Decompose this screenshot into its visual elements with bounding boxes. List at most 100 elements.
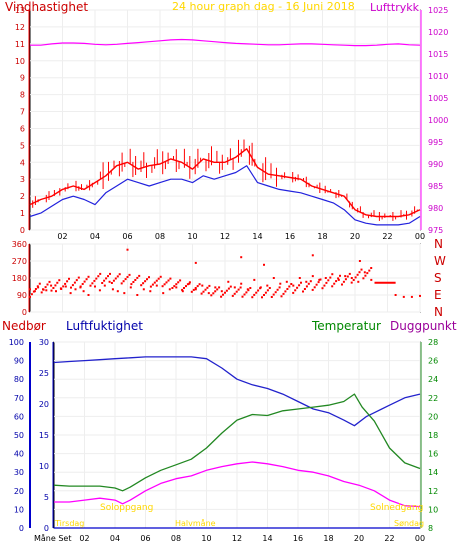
panel2-point — [305, 285, 308, 288]
bottom-label-mid: Halvmåne — [175, 518, 216, 528]
panel3-humidity-tick-label: 0 — [19, 524, 24, 533]
panel3-series-luftfuktighet — [53, 356, 421, 427]
panel2-point — [194, 288, 197, 291]
panel2-point — [357, 280, 360, 283]
panel2-point — [370, 278, 373, 281]
panel3-temp-tick-label: 8 — [428, 524, 433, 533]
panel2-point — [331, 285, 334, 288]
panel2-point — [227, 287, 230, 290]
panel2-point — [225, 289, 228, 292]
panel2-point — [350, 277, 353, 279]
panel2-point — [183, 287, 185, 289]
panel2-point — [146, 278, 148, 281]
panel1-series-pressure — [30, 38, 421, 47]
panel1-left-tick-label: 9 — [20, 74, 25, 83]
panel2-point — [186, 283, 189, 286]
panel2-point — [257, 289, 260, 292]
panel2-point — [126, 248, 129, 251]
panel2-point — [48, 280, 51, 283]
panel1-left-tick-label: 0 — [20, 226, 25, 235]
panel2-point — [305, 280, 308, 283]
panel2-point — [89, 284, 92, 287]
panel2-point — [331, 273, 334, 276]
panel3-x-tick-label: 20 — [354, 534, 364, 543]
panel2-point — [276, 288, 279, 291]
panel2-point — [75, 279, 78, 282]
panel2-point — [231, 294, 234, 297]
panel2-point — [161, 285, 164, 288]
panel1-right-tick-label: 975 — [428, 226, 443, 235]
panel2-point — [309, 280, 312, 283]
panel2-point — [162, 292, 165, 295]
panel2-point — [107, 275, 109, 278]
panel2-point — [153, 281, 156, 284]
panel2-point — [247, 289, 250, 292]
panel2-point — [394, 294, 397, 296]
panel1-x-tick-label: 16 — [285, 232, 295, 241]
panel3-temp-tick-label: 10 — [428, 505, 438, 514]
panel1-left-tick-label: 8 — [20, 91, 25, 100]
panel2-point — [112, 279, 115, 282]
panel2-point — [122, 280, 125, 283]
panel2-point — [321, 287, 324, 290]
panel2-point — [354, 276, 357, 279]
panel2-point — [241, 295, 244, 298]
panel2-point — [344, 278, 347, 281]
panel2-point — [66, 280, 69, 283]
panel1-right-axis-label: Lufttrykk — [370, 1, 420, 14]
panel2-point — [346, 275, 349, 278]
panel2-point — [264, 291, 267, 294]
panel3-x-tick-label: 04 — [110, 534, 120, 543]
panel2-point — [298, 284, 301, 287]
panel2-point — [362, 277, 365, 280]
panel1-left-tick-label: 2 — [20, 192, 25, 201]
panel2-point — [165, 281, 168, 284]
panel2-point — [344, 275, 347, 278]
bottom-label-right: Søndag — [394, 519, 424, 528]
panel2-point — [279, 282, 282, 285]
panel3-temp-ticks: 8 10 12 14 16 18 20 22 24 26 28 — [428, 338, 438, 533]
panel2-point — [294, 289, 297, 292]
panel3-humidity-tick-label: 80 — [14, 375, 24, 384]
panel1-left-tick-label: 10 — [15, 57, 25, 66]
panel2-point — [101, 282, 104, 284]
panel1-x-tick-label: 06 — [122, 232, 132, 241]
panel2-point — [56, 281, 59, 284]
panel2-point — [329, 276, 332, 279]
panel1-left-tick-label: 6 — [20, 124, 25, 133]
panel2-y-tick-label: 360 — [12, 240, 27, 249]
panel1-right-tick-label: 1020 — [428, 28, 448, 37]
panel2-point — [171, 287, 174, 289]
panel2-point — [37, 286, 40, 289]
panel2-points — [29, 248, 421, 299]
panel1-right-tick-label: 995 — [428, 138, 443, 147]
panel2-point — [42, 288, 45, 291]
panel2-point — [229, 285, 232, 288]
panel2-point — [34, 288, 37, 290]
panel2-point — [212, 292, 215, 295]
panel2-point — [341, 283, 343, 286]
panel3-rain-tick-label: 20 — [39, 400, 49, 409]
panel3-rain-tick-label: 30 — [39, 338, 49, 347]
panel3-humidity-tick-label: 50 — [14, 431, 24, 440]
panel2-point — [149, 290, 152, 293]
panel2-point — [108, 280, 111, 283]
panel2-point — [167, 279, 170, 282]
panel2-point — [233, 292, 236, 295]
panel2-compass-label: N — [434, 237, 443, 251]
panel1-right-tick-label: 1000 — [428, 116, 448, 125]
panel1-right-tick-label: 1025 — [428, 6, 448, 15]
panel3-x-tick-label: 12 — [232, 534, 242, 543]
panel2-point — [268, 287, 271, 289]
panel2-point — [239, 286, 242, 289]
panel2-point — [129, 286, 132, 289]
panel3-rain-tick-label: 25 — [39, 369, 49, 378]
panel2-point — [91, 282, 94, 285]
panel1-right-tick-label: 1015 — [428, 50, 448, 59]
panel2-point — [285, 280, 288, 283]
panel2-point — [97, 275, 100, 278]
panel2-point — [282, 292, 285, 295]
panel2-point — [402, 295, 405, 298]
panel2-point — [311, 288, 314, 291]
panel2-point — [46, 283, 49, 286]
